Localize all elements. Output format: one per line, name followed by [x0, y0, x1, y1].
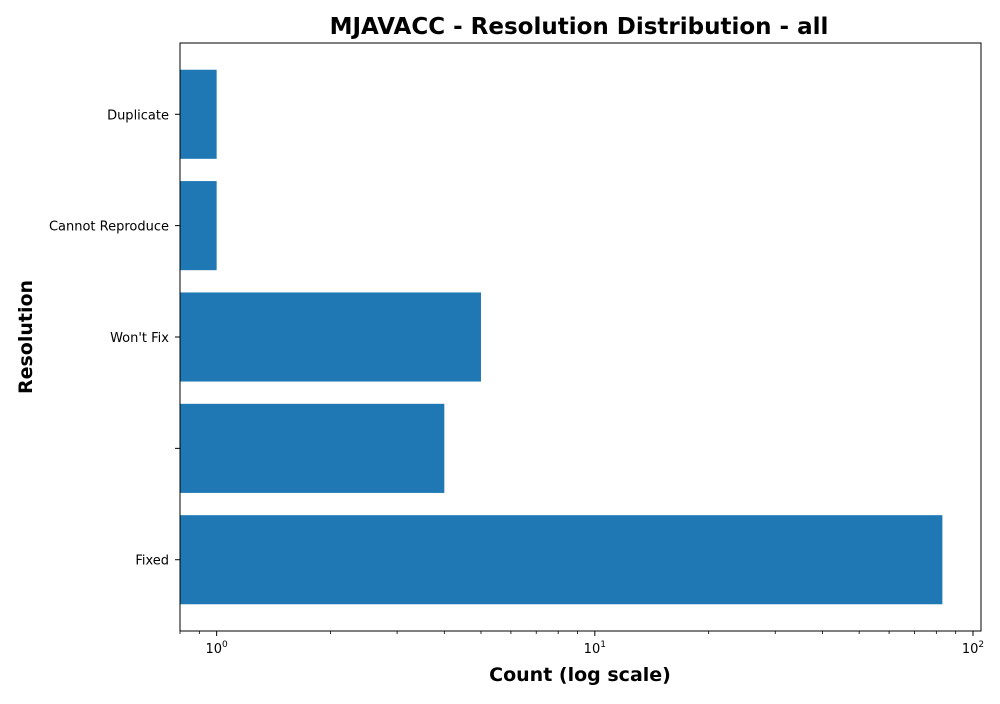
bar-duplicate	[180, 69, 217, 159]
x-tick-label: 100	[206, 640, 229, 657]
x-tick-label: 101	[584, 640, 606, 657]
bar-cannot-reproduce	[180, 181, 217, 271]
bar-won-t-fix	[180, 292, 481, 382]
y-tick-label: Fixed	[135, 554, 169, 569]
ticks-layer: Fixed Won't Fix Cannot Reproduce Duplicate 1…	[49, 108, 984, 657]
y-tick-label: Duplicate	[107, 108, 169, 123]
y-tick-label: Cannot Reproduce	[49, 220, 169, 235]
chart-title: MJAVACC - Resolution Distribution - all	[330, 14, 829, 40]
bar-unlabeled	[180, 403, 445, 493]
plot-frame	[179, 42, 982, 632]
y-tick-label: Won't Fix	[110, 331, 169, 346]
x-tick-label: 102	[962, 640, 984, 657]
bar-fixed	[180, 515, 943, 605]
bars-layer	[180, 69, 943, 605]
x-axis-label: Count (log scale)	[489, 664, 671, 686]
y-axis-label: Resolution	[15, 280, 37, 394]
